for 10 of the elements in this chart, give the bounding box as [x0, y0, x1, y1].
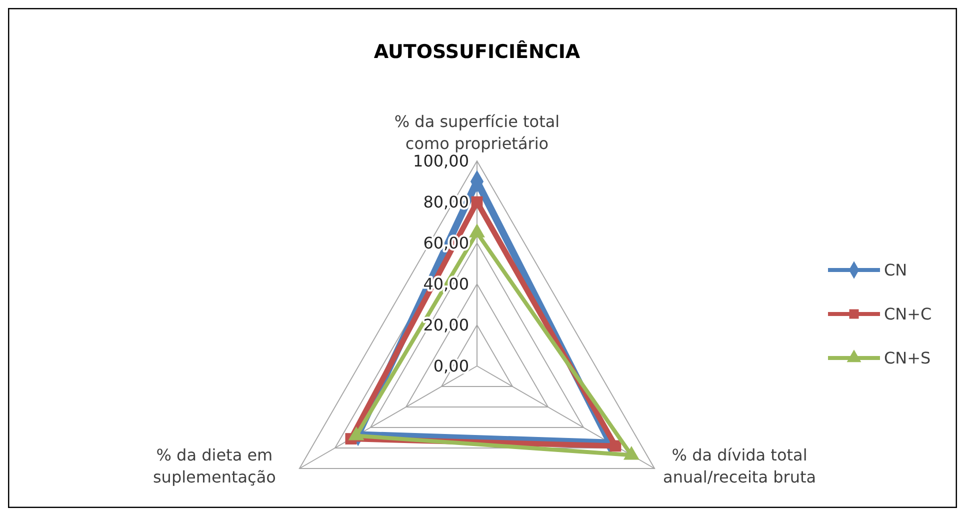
legend-label: CN [884, 260, 908, 280]
y-tick-label: 100,00 [413, 152, 469, 171]
spoke-label: % da dívida total anual/receita bruta [663, 446, 816, 486]
chart-title: AUTOSSUFICIÊNCIA [374, 40, 580, 63]
spoke-label: % da dieta em suplementação [152, 446, 276, 486]
spoke-label: % da superfície total como proprietário [394, 112, 560, 153]
y-tick-label: 20,00 [423, 316, 469, 335]
legend-label: CN+S [884, 348, 931, 368]
y-tick-label: 0,00 [433, 356, 469, 376]
legend-label: CN+C [884, 304, 932, 324]
